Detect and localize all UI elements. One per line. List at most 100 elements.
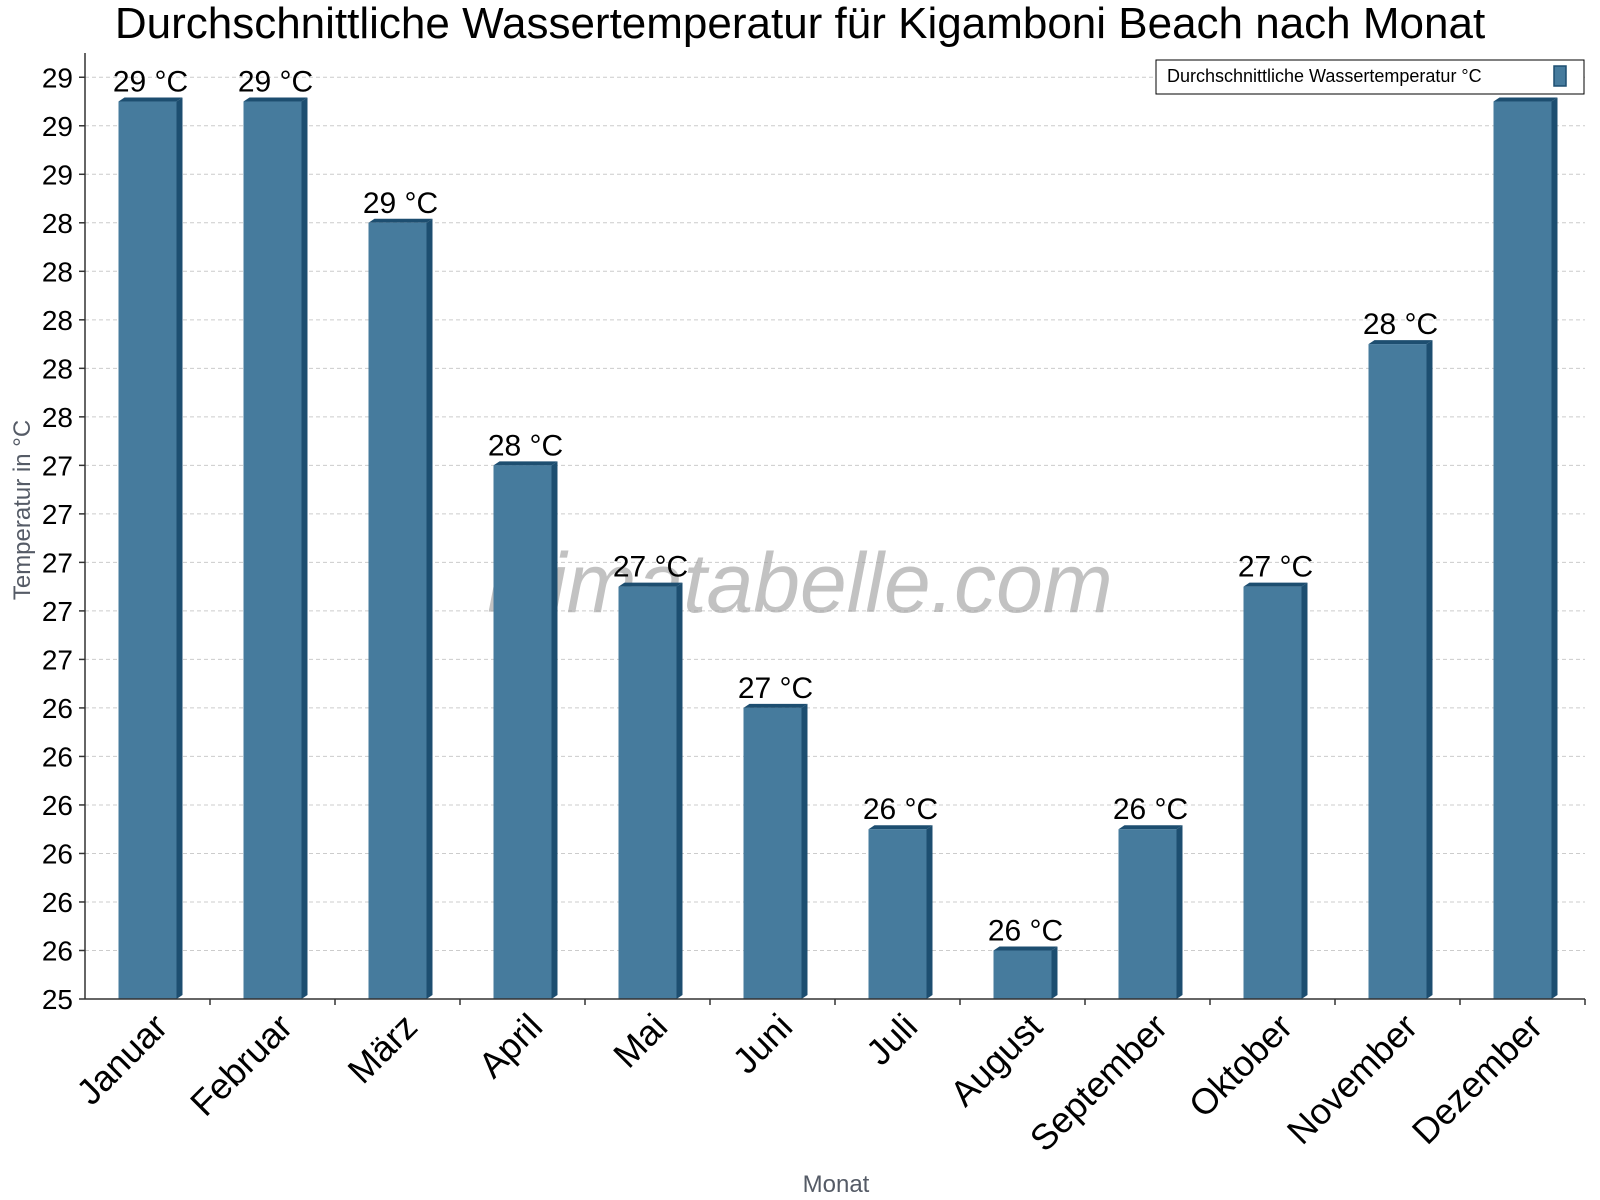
bar-side bbox=[801, 703, 808, 999]
data-label: 27 °C bbox=[1238, 551, 1313, 584]
bar-side bbox=[676, 582, 683, 999]
y-tick-label: 27 bbox=[42, 547, 73, 578]
bar-face bbox=[618, 586, 677, 999]
x-tick-label: Juni bbox=[724, 1006, 800, 1082]
bar-side bbox=[1301, 582, 1308, 999]
legend-swatch bbox=[1553, 65, 1567, 87]
bar-side bbox=[301, 97, 308, 999]
bar-top bbox=[1243, 582, 1308, 587]
x-axis-label: Monat bbox=[803, 1171, 870, 1198]
bar-7 bbox=[868, 825, 933, 999]
y-tick-label: 29 bbox=[42, 111, 73, 142]
legend-box bbox=[1155, 59, 1585, 95]
y-tick-labels: 25 26 26 26 26 26 26 27 27 27 27 27 28 28 28 28 28 29 29 29 bbox=[42, 62, 85, 1015]
bar-top bbox=[1368, 340, 1433, 345]
grid-lines bbox=[85, 76, 1585, 951]
bar-face bbox=[493, 465, 552, 999]
bars bbox=[118, 97, 1558, 1000]
y-tick-label: 26 bbox=[42, 887, 73, 918]
bar-side bbox=[176, 97, 183, 999]
bar-side bbox=[426, 218, 433, 1000]
bar-top bbox=[368, 218, 433, 223]
legend: Durchschnittliche Wassertemperatur °C bbox=[1155, 59, 1585, 95]
bar-face bbox=[993, 950, 1052, 999]
bar-top bbox=[1493, 97, 1558, 102]
bar-11 bbox=[1368, 340, 1433, 1000]
data-label: 29 °C bbox=[363, 187, 438, 220]
x-tick-label: August bbox=[942, 1006, 1050, 1114]
y-tick-label: 28 bbox=[42, 208, 73, 239]
bar-top bbox=[868, 825, 933, 830]
y-tick-label: 27 bbox=[42, 450, 73, 481]
y-tick-label: 29 bbox=[42, 159, 73, 190]
bar-side bbox=[926, 825, 933, 999]
bar-side bbox=[551, 461, 558, 999]
y-tick-label: 25 bbox=[42, 984, 73, 1015]
bar-face bbox=[1368, 344, 1427, 1000]
bar-8 bbox=[993, 946, 1058, 999]
y-tick-label: 28 bbox=[42, 305, 73, 336]
data-label: 26 °C bbox=[1113, 793, 1188, 826]
bar-side bbox=[1051, 946, 1058, 999]
x-tick-labels: Januar Februar März April Mai Juni Juli AugustS… bbox=[68, 999, 1586, 1160]
watermark: klimatabelle.com bbox=[487, 536, 1113, 630]
data-labels: 29 °C 29 °C 29 °C 28 °C 27 °C 27 °C 26 °C 26 °C… bbox=[113, 66, 1563, 948]
data-label: 27 °C bbox=[613, 551, 688, 584]
y-tick-label: 29 bbox=[42, 62, 73, 93]
bar-face bbox=[868, 829, 927, 999]
bar-top bbox=[993, 946, 1058, 951]
bar-side bbox=[1551, 97, 1558, 999]
y-axis-label: Temperatur in °C bbox=[9, 420, 36, 600]
bar-face bbox=[1493, 101, 1552, 999]
y-tick-label: 28 bbox=[42, 402, 73, 433]
y-tick-label: 26 bbox=[42, 838, 73, 869]
bar-side bbox=[1176, 825, 1183, 999]
data-label: 28 °C bbox=[1363, 308, 1438, 341]
data-label: 28 °C bbox=[488, 429, 563, 462]
y-tick-label: 28 bbox=[42, 353, 73, 384]
y-tick-label: 26 bbox=[42, 790, 73, 821]
y-tick-label: 27 bbox=[42, 644, 73, 675]
bar-top bbox=[118, 97, 183, 102]
bar-face bbox=[243, 101, 302, 999]
bar-top bbox=[493, 461, 558, 466]
y-tick-label: 27 bbox=[42, 499, 73, 530]
chart-title: Durchschnittliche Wassertemperatur für K… bbox=[115, 0, 1485, 48]
bar-top bbox=[243, 97, 308, 102]
bar-2 bbox=[243, 97, 308, 999]
legend-label: Durchschnittliche Wassertemperatur °C bbox=[1167, 66, 1482, 86]
watermark-text: klimatabelle.com bbox=[487, 536, 1113, 630]
x-tick-label: Januar bbox=[68, 1006, 175, 1113]
bar-9 bbox=[1118, 825, 1183, 999]
bar-side bbox=[1426, 340, 1433, 1000]
data-label: 29 °C bbox=[113, 66, 188, 99]
bar-4 bbox=[493, 461, 558, 999]
x-tick-label: Oktober bbox=[1181, 1006, 1301, 1126]
x-tick-label: Juli bbox=[858, 1006, 925, 1073]
bar-top bbox=[1118, 825, 1183, 830]
axes bbox=[84, 53, 1585, 1000]
data-label: 29 °C bbox=[238, 66, 313, 99]
x-tick-label: Mai bbox=[605, 1006, 675, 1076]
bar-top bbox=[618, 582, 683, 587]
bar-1 bbox=[118, 97, 183, 999]
data-label: 26 °C bbox=[988, 914, 1063, 947]
bar-10 bbox=[1243, 582, 1308, 999]
x-tick-label: September bbox=[1022, 1006, 1176, 1160]
y-tick-label: 26 bbox=[42, 693, 73, 724]
bar-face bbox=[1118, 829, 1177, 999]
y-tick-label: 26 bbox=[42, 935, 73, 966]
bar-face bbox=[1243, 586, 1302, 999]
y-tick-label: 28 bbox=[42, 256, 73, 287]
x-tick-label: November bbox=[1279, 1006, 1425, 1152]
x-tick-label: Dezember bbox=[1404, 1006, 1550, 1152]
bar-face bbox=[743, 707, 802, 999]
x-tick-label: April bbox=[470, 1006, 550, 1086]
bar-6 bbox=[743, 703, 808, 999]
x-tick-label: März bbox=[340, 1006, 426, 1092]
y-tick-label: 27 bbox=[42, 596, 73, 627]
bar-face bbox=[368, 222, 427, 1000]
bar-3 bbox=[368, 218, 433, 1000]
